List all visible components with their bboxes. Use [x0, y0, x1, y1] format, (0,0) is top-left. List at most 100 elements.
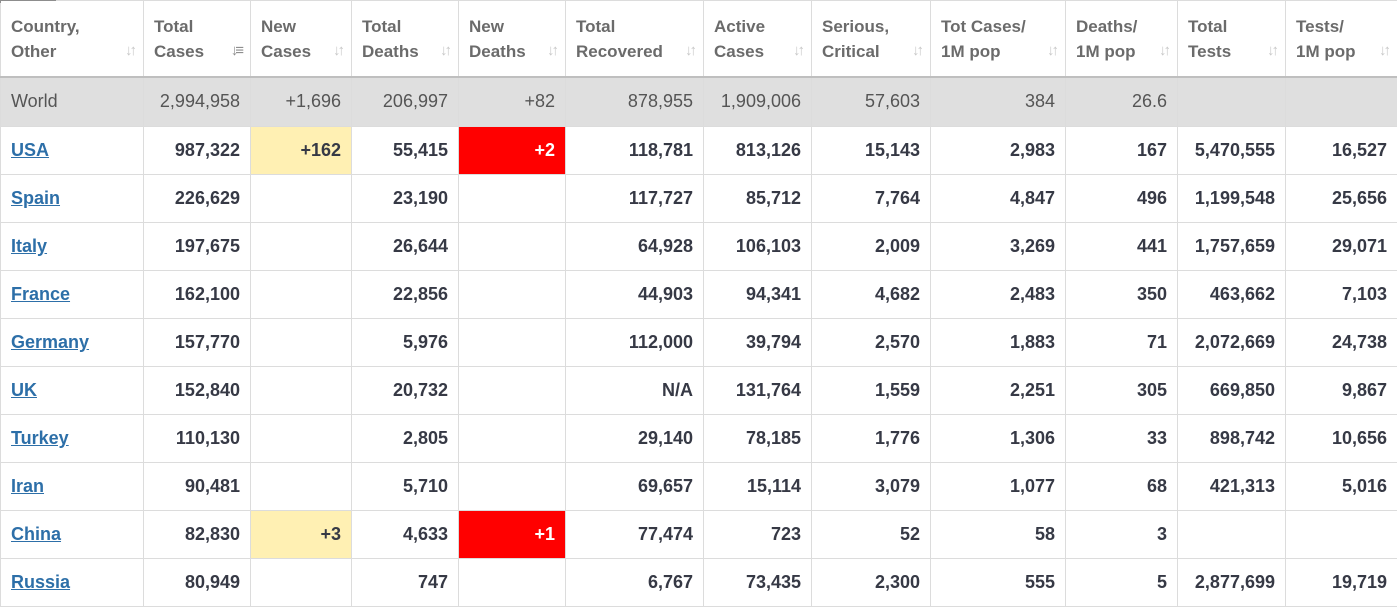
- cell-serious-critical: 2,300: [812, 559, 931, 607]
- country-link[interactable]: Russia: [11, 572, 70, 592]
- column-header-label-line2: 1M pop: [1296, 39, 1387, 64]
- cell-serious-critical: 15,143: [812, 127, 931, 175]
- sort-arrows-icon[interactable]: ↓↑: [1159, 38, 1168, 63]
- cell-active-cases: 131,764: [704, 367, 812, 415]
- column-header-tests-per-1m[interactable]: Tests/1M pop↓↑: [1286, 1, 1397, 77]
- cell-serious-critical: 1,559: [812, 367, 931, 415]
- cell-total-recovered: 69,657: [566, 463, 704, 511]
- column-header-serious-critical[interactable]: Serious,Critical↓↑: [812, 1, 931, 77]
- column-header-deaths-per-1m[interactable]: Deaths/1M pop↓↑: [1066, 1, 1178, 77]
- cell-new-deaths: [459, 319, 566, 367]
- cell-deaths-per-1m: 167: [1066, 127, 1178, 175]
- cell-new-cases: +162: [251, 127, 352, 175]
- sort-arrows-icon[interactable]: ↓↑: [547, 38, 556, 63]
- cell-total-tests: 898,742: [1178, 415, 1286, 463]
- cell-new-cases: [251, 175, 352, 223]
- cell-total-recovered: 44,903: [566, 271, 704, 319]
- cell-active-cases: 723: [704, 511, 812, 559]
- column-header-label-line1: Total: [576, 14, 693, 39]
- cell-active-cases: 813,126: [704, 127, 812, 175]
- cell-country: Spain: [1, 175, 144, 223]
- cell-active-cases: 94,341: [704, 271, 812, 319]
- column-header-label-line1: New: [261, 14, 341, 39]
- column-header-label-line2: Other: [11, 39, 133, 64]
- cell-country: USA: [1, 127, 144, 175]
- column-header-cases-per-1m[interactable]: Tot Cases/1M pop↓↑: [931, 1, 1066, 77]
- cell-country: Iran: [1, 463, 144, 511]
- sort-arrows-icon[interactable]: ↓≡: [231, 38, 241, 63]
- sort-arrows-icon[interactable]: ↓↑: [440, 38, 449, 63]
- column-header-label-line2: Tests: [1188, 39, 1275, 64]
- cell-new-cases: [251, 463, 352, 511]
- sort-arrows-icon[interactable]: ↓↑: [1379, 38, 1388, 63]
- cell-new-deaths: [459, 223, 566, 271]
- column-header-label-line2: Critical: [822, 39, 920, 64]
- cell-active-cases: 15,114: [704, 463, 812, 511]
- column-header-label-line2: Cases: [714, 39, 801, 64]
- cell-deaths-per-1m: 5: [1066, 559, 1178, 607]
- cell-new-deaths: [459, 271, 566, 319]
- sort-arrows-icon[interactable]: ↓↑: [1047, 38, 1056, 63]
- cell-total-cases: 80,949: [144, 559, 251, 607]
- country-link[interactable]: Turkey: [11, 428, 69, 448]
- cell-total-deaths: 747: [352, 559, 459, 607]
- country-link[interactable]: Italy: [11, 236, 47, 256]
- cell-total-deaths: 26,644: [352, 223, 459, 271]
- country-link[interactable]: Spain: [11, 188, 60, 208]
- cell-country: China: [1, 511, 144, 559]
- cell-deaths-per-1m: 441: [1066, 223, 1178, 271]
- cell-deaths-per-1m: 350: [1066, 271, 1178, 319]
- cell-serious-critical: 1,776: [812, 415, 931, 463]
- cell-total-deaths: 206,997: [352, 77, 459, 127]
- sort-arrows-icon[interactable]: ↓↑: [333, 38, 342, 63]
- column-header-label-line2: Deaths: [362, 39, 448, 64]
- country-link[interactable]: Germany: [11, 332, 89, 352]
- cell-serious-critical: 2,570: [812, 319, 931, 367]
- cell-total-tests: 2,072,669: [1178, 319, 1286, 367]
- cell-serious-critical: 2,009: [812, 223, 931, 271]
- cell-serious-critical: 4,682: [812, 271, 931, 319]
- column-header-label-line1: Country,: [11, 14, 133, 39]
- cell-total-recovered: N/A: [566, 367, 704, 415]
- sort-arrows-icon[interactable]: ↓↑: [125, 38, 134, 63]
- column-header-label-line1: Tests/: [1296, 14, 1387, 39]
- cell-country: Russia: [1, 559, 144, 607]
- cell-tests-per-1m: 29,071: [1286, 223, 1397, 271]
- cell-cases-per-1m: 1,077: [931, 463, 1066, 511]
- country-link[interactable]: USA: [11, 140, 49, 160]
- cell-total-recovered: 118,781: [566, 127, 704, 175]
- country-link[interactable]: UK: [11, 380, 37, 400]
- cell-country: France: [1, 271, 144, 319]
- cell-active-cases: 39,794: [704, 319, 812, 367]
- cell-total-recovered: 64,928: [566, 223, 704, 271]
- sort-arrows-icon[interactable]: ↓↑: [685, 38, 694, 63]
- cell-serious-critical: 52: [812, 511, 931, 559]
- cell-tests-per-1m: 10,656: [1286, 415, 1397, 463]
- country-link[interactable]: Iran: [11, 476, 44, 496]
- sort-arrows-icon[interactable]: ↓↑: [1267, 38, 1276, 63]
- column-header-label-line1: Tot Cases/: [941, 14, 1055, 39]
- column-header-label-line1: Total: [362, 14, 448, 39]
- sort-arrows-icon[interactable]: ↓↑: [793, 38, 802, 63]
- cell-tests-per-1m: 24,738: [1286, 319, 1397, 367]
- cell-serious-critical: 3,079: [812, 463, 931, 511]
- cell-new-cases: [251, 319, 352, 367]
- column-header-country[interactable]: Country,Other↓↑: [1, 1, 144, 77]
- cell-country: Germany: [1, 319, 144, 367]
- cell-total-tests: 421,313: [1178, 463, 1286, 511]
- sort-arrows-icon[interactable]: ↓↑: [912, 38, 921, 63]
- country-link[interactable]: China: [11, 524, 61, 544]
- country-link[interactable]: France: [11, 284, 70, 304]
